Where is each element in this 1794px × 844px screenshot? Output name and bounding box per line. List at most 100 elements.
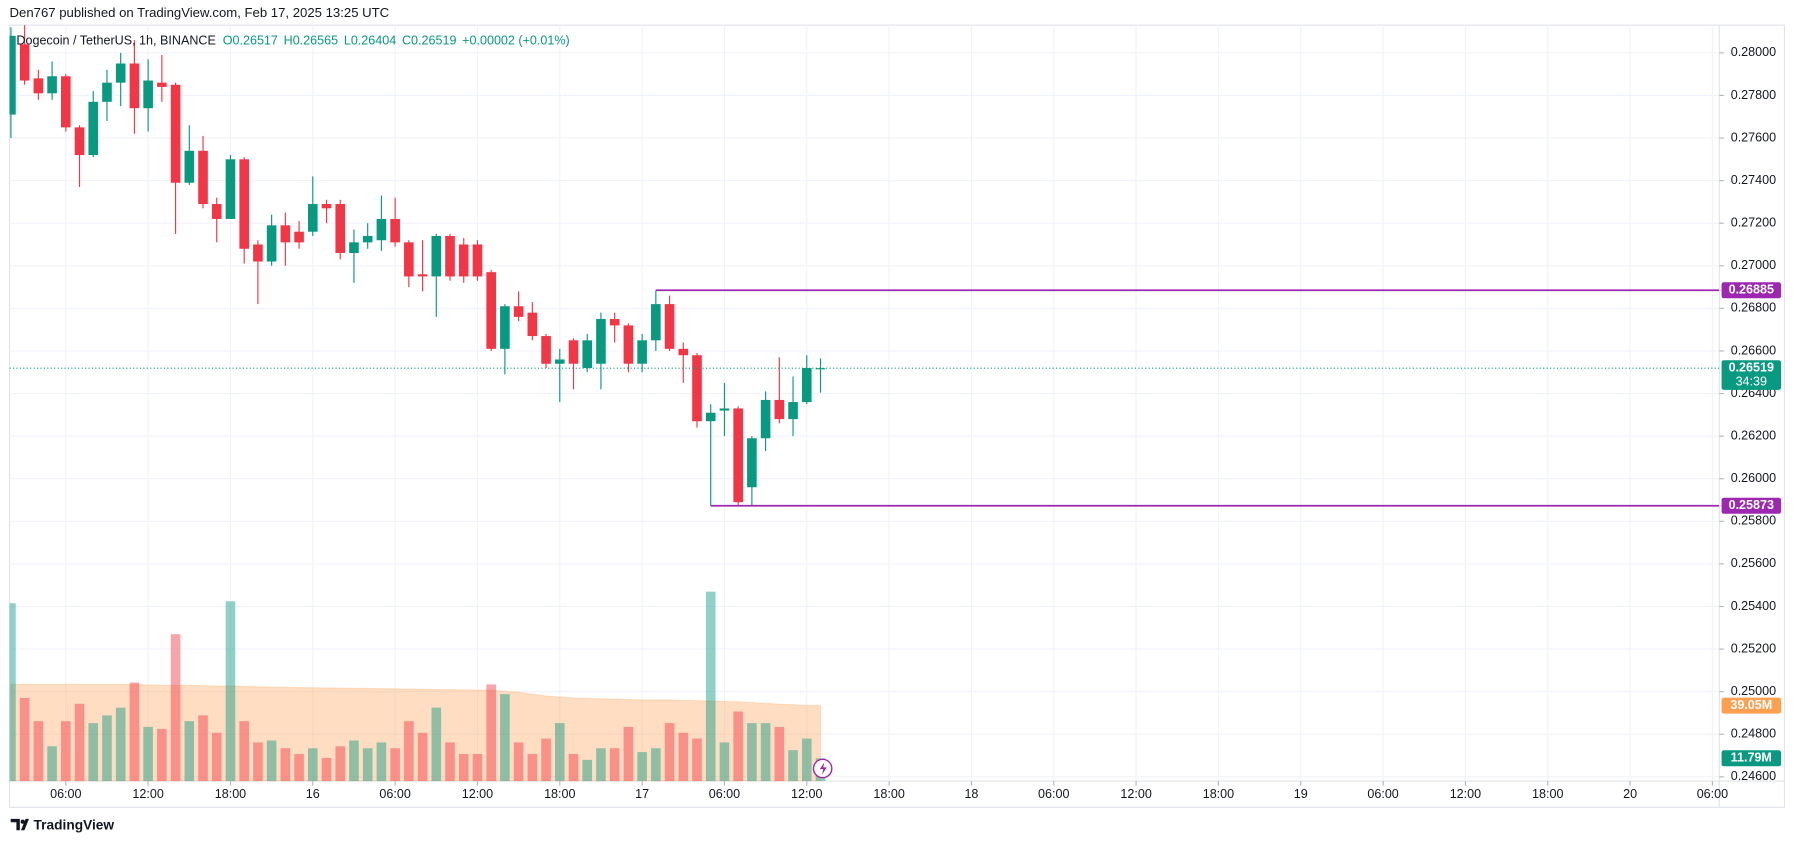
- x-tick-label: 18:00: [1203, 787, 1234, 801]
- y-tick-label: 0.28000: [1731, 45, 1776, 59]
- volume-bar: [157, 728, 167, 782]
- y-tick-label: 0.27200: [1731, 216, 1776, 230]
- candle-body: [349, 242, 359, 254]
- volume-bar: [9, 603, 16, 782]
- x-tick-label: 06:00: [50, 787, 81, 801]
- volume-bar: [280, 748, 291, 782]
- y-tick-label: 0.25400: [1731, 599, 1776, 613]
- x-tick-label: 06:00: [709, 787, 740, 801]
- candle-body: [596, 319, 606, 364]
- candle-body: [417, 274, 428, 277]
- volume-bar: [637, 752, 647, 782]
- volume-bar: [60, 721, 71, 782]
- candle-body: [88, 101, 99, 156]
- volume-bar: [527, 754, 538, 782]
- x-tick-label: 18:00: [544, 787, 575, 801]
- x-tick-label: 12:00: [1120, 787, 1151, 801]
- volume-ma-label: 39.05M: [1730, 698, 1772, 712]
- volume-bar: [404, 721, 414, 782]
- volume-bar: [47, 746, 57, 782]
- y-tick-label: 0.26800: [1731, 301, 1776, 315]
- candle-body: [376, 218, 387, 241]
- y-tick-label: 0.27000: [1731, 258, 1776, 272]
- x-tick-label: 19: [1294, 787, 1308, 801]
- legend-value: L0.26404: [344, 33, 396, 47]
- candle-body: [335, 204, 346, 254]
- volume-bar: [747, 723, 757, 782]
- volume-bar: [253, 742, 263, 782]
- candle-body: [788, 402, 798, 420]
- volume-bar: [445, 742, 455, 782]
- volume-bar: [115, 707, 126, 782]
- alert-bolt[interactable]: [819, 762, 827, 775]
- candle-body: [266, 225, 277, 262]
- candle-body: [19, 44, 30, 81]
- x-tick-label: 20: [1623, 787, 1637, 801]
- volume-bar: [774, 726, 785, 782]
- volume-bar: [184, 721, 195, 782]
- candle-body: [664, 304, 675, 349]
- price-label-box: [1721, 360, 1782, 390]
- volume-bar: [266, 740, 277, 782]
- volume-bar: [623, 726, 634, 782]
- candle-body: [733, 408, 743, 503]
- volume-bar: [458, 754, 469, 782]
- x-tick-label: 12:00: [132, 787, 163, 801]
- volume-bar: [678, 732, 689, 782]
- volume-bar: [705, 591, 716, 782]
- alert-icon[interactable]: [812, 758, 833, 779]
- candle-body: [404, 242, 414, 277]
- volume-ma-area: [10, 683, 822, 782]
- legend-value: C0.26519: [402, 33, 456, 47]
- y-tick-label: 0.26200: [1731, 428, 1776, 442]
- candle-body: [280, 225, 291, 243]
- volume-bar: [321, 757, 332, 782]
- candle-body: [74, 127, 85, 156]
- candle-body: [568, 340, 579, 364]
- volume-bar: [651, 748, 661, 782]
- volume-bar: [417, 732, 428, 782]
- x-tick-label: 06:00: [1367, 787, 1398, 801]
- x-tick-label: 06:00: [1038, 787, 1069, 801]
- candle-body: [170, 84, 181, 183]
- volume-bar: [198, 715, 208, 782]
- level-label-box: [1721, 497, 1782, 514]
- candle-body: [362, 235, 373, 243]
- candle-body: [9, 35, 16, 115]
- candle-body: [60, 76, 71, 128]
- candle-body: [719, 408, 730, 411]
- x-tick-label: 12:00: [1450, 787, 1481, 801]
- volume-bar: [801, 738, 812, 782]
- volume-bar: [129, 682, 140, 782]
- candle-body: [513, 306, 524, 317]
- volume-ma-label-box: [1721, 697, 1782, 714]
- candle-body: [33, 78, 44, 94]
- candle-body: [637, 340, 647, 364]
- candle-body: [705, 412, 716, 422]
- candle-body: [115, 63, 126, 83]
- candle-body: [527, 312, 538, 337]
- footer-brand: TradingView: [34, 817, 115, 832]
- candle-body: [458, 244, 469, 277]
- volume-bar: [760, 723, 771, 782]
- y-tick-label: 0.26600: [1731, 343, 1776, 357]
- candle-body: [294, 231, 304, 243]
- legend-symbol: Dogecoin / TetherUS, 1h, BINANCE: [16, 33, 215, 47]
- candle-body: [692, 355, 702, 422]
- candle-body: [198, 150, 208, 205]
- volume-bar: [88, 723, 99, 782]
- y-tick-label: 0.27800: [1731, 88, 1776, 102]
- volume-bar: [733, 711, 743, 782]
- axes: 0.24600 0.24800 0.25000 0.25200 0.25400 0.256…: [50, 45, 1782, 801]
- volume-bar: [390, 748, 400, 782]
- volume-bar: [225, 601, 236, 782]
- volume-bar: [472, 754, 483, 782]
- volume-pane: [9, 591, 826, 782]
- y-tick-label: 0.25000: [1731, 684, 1776, 698]
- frame: [8, 24, 1786, 808]
- x-tick-label: 18:00: [215, 787, 246, 801]
- x-tick-label: 17: [635, 787, 649, 801]
- y-tick-label: 0.25600: [1731, 556, 1776, 570]
